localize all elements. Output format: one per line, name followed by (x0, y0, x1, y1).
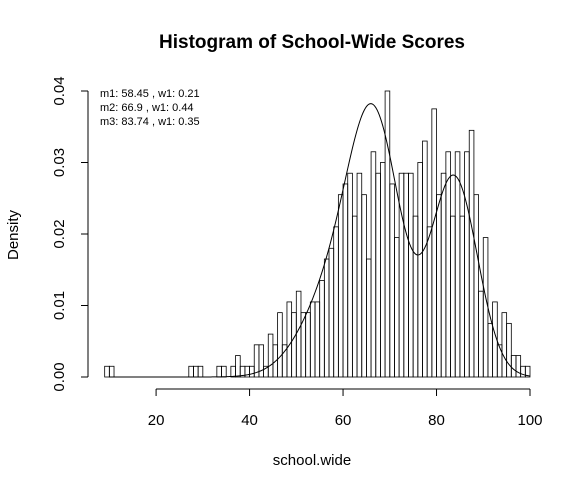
histogram-bar (291, 312, 297, 378)
y-axis: 0.00 0.01 0.02 0.03 0.04 (51, 76, 89, 392)
histogram-bar (417, 162, 423, 378)
histogram-bar (408, 172, 414, 378)
y-tick-label: 0.04 (51, 76, 68, 105)
histogram-bar (478, 290, 484, 378)
annotation-m3: m3: 83.74 , w1: 0.35 (100, 116, 200, 128)
x-tick-label: 40 (241, 412, 258, 429)
histogram-bar (230, 365, 236, 378)
x-tick-label: 80 (428, 412, 445, 429)
histogram-bar (277, 312, 283, 378)
x-tick-label: 60 (335, 412, 352, 429)
histogram-bar (314, 301, 321, 378)
histogram-bar (267, 333, 274, 378)
histogram-bar (221, 365, 227, 378)
histogram-bar (356, 172, 363, 378)
histogram-bar (464, 151, 470, 378)
y-tick-label: 0.00 (51, 362, 68, 391)
y-tick-label: 0.02 (51, 219, 68, 248)
histogram-bar (436, 194, 442, 378)
histogram-bar (473, 194, 479, 378)
histogram-bar (482, 237, 489, 378)
histogram-bar (459, 215, 465, 378)
histogram-bar (342, 183, 349, 378)
histogram-bar (193, 365, 199, 378)
histogram-bar (323, 258, 330, 378)
histogram-bar (394, 237, 400, 378)
histogram-bar (450, 215, 456, 378)
histogram-bar (286, 301, 293, 378)
histogram-bar (188, 365, 194, 378)
histogram-bar (454, 151, 461, 378)
chart-title: Histogram of School-Wide Scores (159, 32, 465, 53)
histogram-bar (328, 247, 335, 378)
histogram-bar (375, 172, 381, 378)
histogram-bar (384, 90, 391, 378)
x-axis-label: school.wide (273, 452, 351, 469)
histogram-bar (108, 365, 115, 378)
histogram-bar (351, 215, 358, 378)
density-curve (109, 103, 531, 378)
histogram-bar (295, 290, 302, 378)
histogram-bar (380, 162, 386, 378)
histogram-bar (445, 151, 451, 378)
x-axis: 20 40 60 80 100 (148, 388, 543, 429)
annotation-m2: m2: 66.9 , w1: 0.44 (100, 102, 194, 114)
histogram-bar (501, 312, 508, 378)
histogram-bar (440, 172, 447, 378)
histogram-bar (426, 226, 433, 378)
histogram-bar (104, 365, 110, 378)
y-tick-label: 0.01 (51, 291, 68, 320)
histogram-bar (431, 108, 437, 378)
annotation-m1: m1: 58.45 , w1: 0.21 (100, 88, 200, 100)
histogram-bar (347, 172, 353, 378)
histogram-bar (249, 365, 255, 378)
histogram-bar (496, 344, 503, 378)
histogram-bar (510, 355, 517, 378)
histogram-bar (506, 322, 512, 378)
histogram-bar (412, 215, 419, 378)
histogram-bar (361, 194, 367, 378)
histogram-bar (235, 355, 241, 378)
y-axis-label: Density (5, 209, 22, 260)
histogram-bar (337, 194, 344, 378)
histogram-bar (305, 312, 311, 378)
histogram-bar (366, 258, 372, 378)
histogram-bar (216, 365, 222, 378)
histogram-bar (309, 301, 316, 378)
annotations: m1: 58.45 , w1: 0.21 m2: 66.9 , w1: 0.44… (100, 88, 200, 128)
histogram-bar (492, 301, 498, 378)
histogram-bar (370, 151, 377, 378)
histogram-bar (319, 280, 325, 378)
y-tick-label: 0.03 (51, 148, 68, 177)
histogram-bar (300, 312, 307, 378)
histogram-bar (258, 344, 264, 378)
x-tick-label: 100 (517, 412, 542, 429)
histogram-bar (487, 322, 494, 378)
histogram-bar (389, 183, 395, 378)
histogram-bar (468, 129, 475, 378)
histogram-bar (403, 172, 409, 378)
histogram-bar (422, 140, 428, 378)
x-tick-label: 20 (148, 412, 165, 429)
histogram-bar (197, 365, 204, 378)
histogram-bar (524, 365, 531, 378)
histogram-bar (333, 226, 339, 378)
bars (104, 90, 531, 378)
